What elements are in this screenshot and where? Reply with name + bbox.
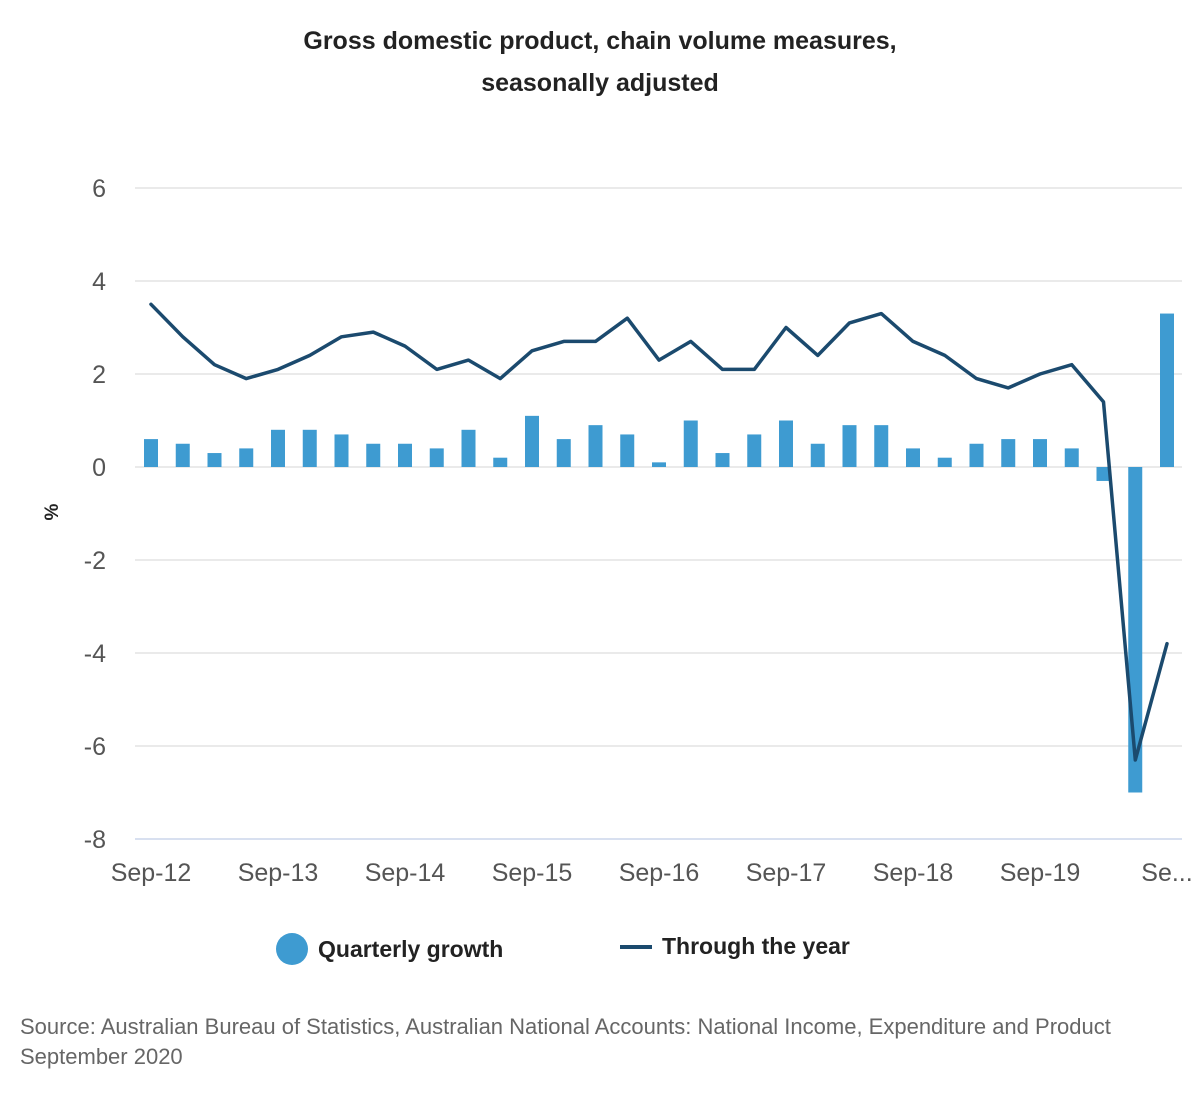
x-tick-label: Sep-17: [746, 859, 827, 887]
bar: [207, 453, 222, 467]
y-axis-ticks: 6 4 2 0 -2 -4 -6 -8: [84, 175, 106, 854]
legend-label: Through the year: [662, 933, 850, 959]
legend-item-through-the-year[interactable]: Through the year: [620, 933, 850, 960]
bar: [556, 439, 571, 467]
legend-label: Quarterly growth: [318, 935, 504, 962]
x-tick-label: Sep-14: [365, 859, 446, 887]
chart-title-line-1: Gross domestic product, chain volume mea…: [303, 27, 897, 55]
bar: [525, 415, 539, 467]
x-tick-label: Sep-18: [873, 859, 954, 887]
bar: [175, 443, 190, 467]
y-tick-label: -2: [84, 547, 106, 575]
y-axis-label: %: [42, 503, 63, 520]
bar: [874, 425, 889, 467]
y-tick-label: -6: [84, 733, 106, 761]
bar: [810, 443, 825, 467]
bar: [366, 443, 381, 467]
legend-item-quarterly-growth[interactable]: Quarterly growth: [276, 933, 503, 965]
bar: [620, 434, 635, 467]
bar: [842, 425, 857, 467]
chart-title-line-2: seasonally adjusted: [481, 69, 719, 97]
series-line: [149, 302, 1169, 762]
x-tick-label: Se...: [1141, 859, 1192, 887]
bar: [652, 462, 666, 467]
legend-line-icon: [620, 944, 652, 949]
y-tick-label: 2: [92, 361, 106, 389]
bar: [969, 443, 984, 467]
bar: [937, 457, 952, 467]
bar: [271, 429, 285, 467]
y-tick-label: -8: [84, 826, 106, 854]
gridlines: [135, 187, 1182, 840]
bar: [683, 420, 698, 467]
chart-title: Gross domestic product, chain volume mea…: [0, 20, 1200, 104]
bar: [1001, 439, 1016, 467]
bar: [144, 439, 158, 467]
bar: [1160, 313, 1174, 467]
x-tick-label: Sep-15: [492, 859, 573, 887]
bar: [334, 434, 349, 467]
bar: [1064, 448, 1079, 467]
bar: [398, 443, 412, 467]
y-tick-label: 4: [92, 268, 106, 296]
bar: [588, 425, 603, 467]
y-tick-label: 0: [92, 454, 106, 482]
bar: [461, 429, 476, 467]
bar: [779, 420, 793, 467]
bar: [1033, 439, 1047, 467]
bar: [906, 448, 920, 467]
bar: [1096, 467, 1111, 481]
bar: [747, 434, 762, 467]
x-axis-ticks: Sep-12 Sep-13 Sep-14 Sep-15 Sep-16 Sep-17 Sep-…: [111, 859, 1193, 887]
line-series-through-the-year: [149, 302, 1169, 762]
legend: Quarterly growth Through the year: [0, 930, 1200, 980]
bar: [493, 457, 508, 467]
legend-circle-icon: [276, 933, 308, 965]
bar-series-quarterly-growth: [144, 313, 1174, 793]
bar: [715, 453, 730, 467]
bar: [302, 429, 317, 467]
y-tick-label: -4: [84, 640, 106, 668]
y-tick-label: 6: [92, 175, 106, 203]
x-tick-label: Sep-19: [1000, 859, 1081, 887]
x-tick-label: Sep-13: [238, 859, 319, 887]
bar: [239, 448, 254, 467]
x-tick-label: Sep-16: [619, 859, 700, 887]
bar: [429, 448, 444, 467]
x-tick-label: Sep-12: [111, 859, 192, 887]
source-note: Source: Australian Bureau of Statistics,…: [20, 1014, 1111, 1069]
